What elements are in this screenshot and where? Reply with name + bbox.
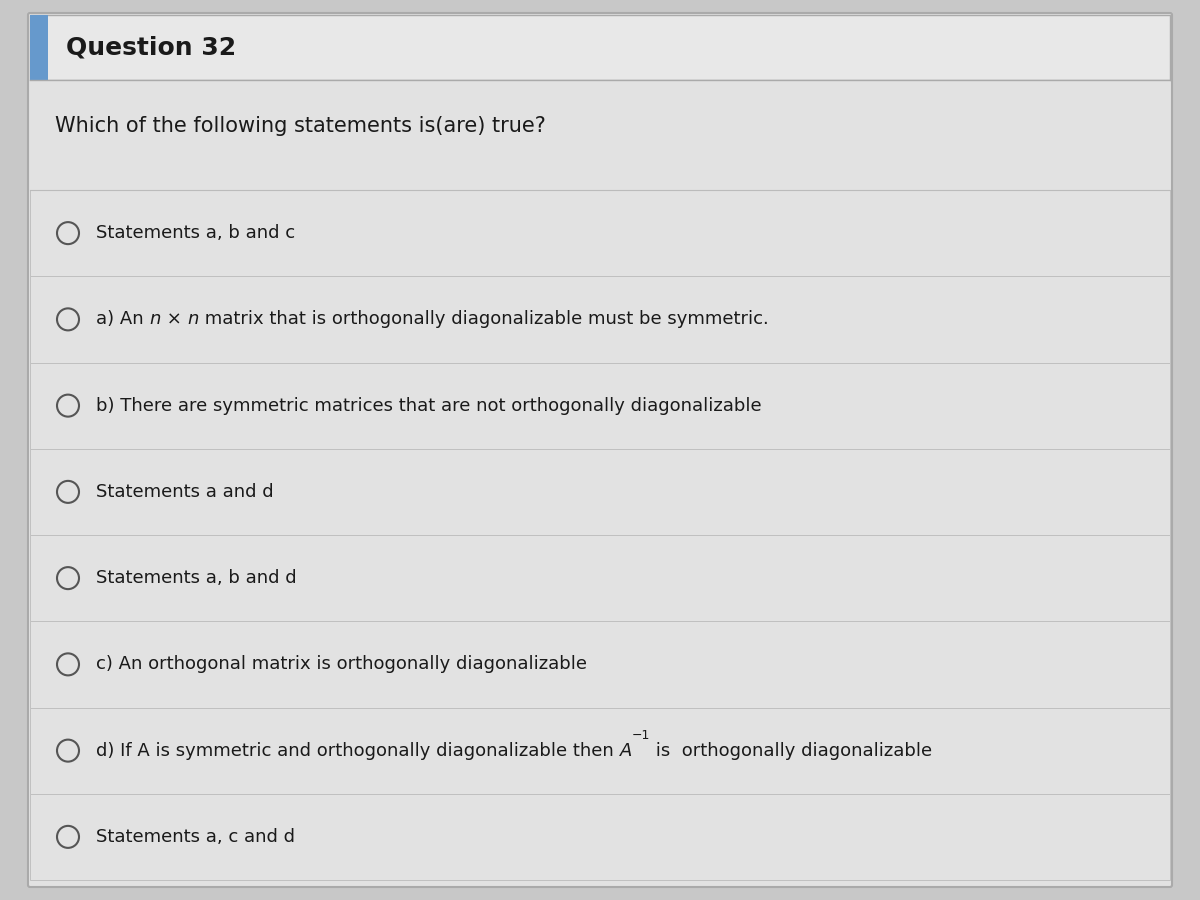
Text: a) An: a) An (96, 310, 149, 328)
Bar (30, 190, 1170, 276)
Text: Statements a, c and d: Statements a, c and d (96, 828, 295, 846)
Text: ×: × (161, 310, 187, 328)
Bar (30, 80, 1170, 190)
Bar (30, 276, 1170, 363)
Text: n: n (149, 310, 161, 328)
Text: d) If A is symmetric and orthogonally diagonalizable then: d) If A is symmetric and orthogonally di… (96, 742, 619, 760)
Text: matrix that is orthogonally diagonalizable must be symmetric.: matrix that is orthogonally diagonalizab… (199, 310, 768, 328)
Bar (30, 535, 1170, 621)
Text: n: n (187, 310, 199, 328)
Text: Question 32: Question 32 (66, 35, 236, 59)
FancyBboxPatch shape (28, 13, 1172, 887)
Text: is  orthogonally diagonalizable: is orthogonally diagonalizable (650, 742, 932, 760)
Bar (30, 621, 1170, 707)
Bar (30, 15, 1170, 80)
Bar (30, 449, 1170, 535)
Text: c) An orthogonal matrix is orthogonally diagonalizable: c) An orthogonal matrix is orthogonally … (96, 655, 587, 673)
Text: −1: −1 (632, 729, 650, 742)
Text: Statements a, b and c: Statements a, b and c (96, 224, 295, 242)
Text: A: A (619, 742, 632, 760)
Text: Statements a and d: Statements a and d (96, 483, 274, 501)
Bar (30, 707, 1170, 794)
Bar (30, 15, 48, 80)
Text: b) There are symmetric matrices that are not orthogonally diagonalizable: b) There are symmetric matrices that are… (96, 397, 762, 415)
Text: Which of the following statements is(are) true?: Which of the following statements is(are… (55, 116, 546, 136)
Text: Statements a, b and d: Statements a, b and d (96, 569, 296, 587)
Bar (30, 794, 1170, 880)
Bar (30, 363, 1170, 449)
